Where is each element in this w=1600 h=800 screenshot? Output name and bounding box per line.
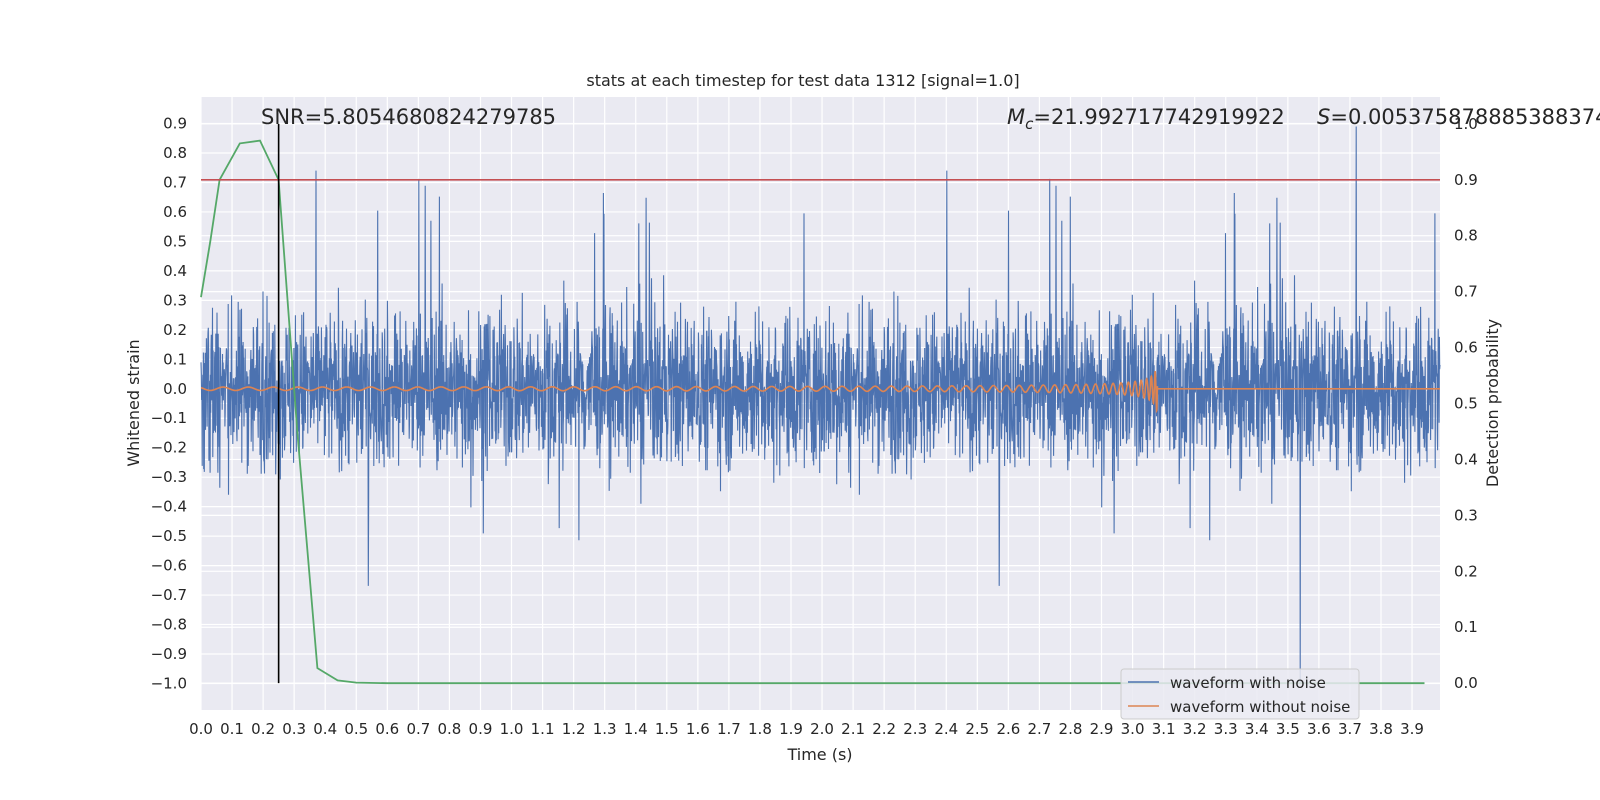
x-tick-label: 2.4 [934, 720, 958, 738]
x-tick-label: 2.6 [996, 720, 1020, 738]
y-tick-label: 0.8 [163, 144, 187, 162]
chirp-waveform-line [200, 370, 1440, 414]
y2-tick-label: 0.0 [1454, 674, 1478, 692]
x-tick-label: 0.7 [406, 720, 430, 738]
y-tick-label: −0.7 [151, 586, 187, 604]
y-axis-ticks: 0.9 0.8 0.7 0.6 0.5 0.4 0.3 0.2 0.1 0.0 −0.1 −0.2 −0… [151, 115, 187, 693]
y-tick-label: 0.5 [163, 232, 187, 250]
x-tick-label: 0.4 [313, 720, 337, 738]
y-tick-label: 0.3 [163, 291, 187, 309]
y-tick-label: 0.6 [163, 203, 187, 221]
y2-tick-label: 0.1 [1454, 618, 1478, 636]
x-tick-label: 0.5 [344, 720, 368, 738]
series-waveform-without-noise [200, 370, 1440, 414]
y2-tick-label: 0.2 [1454, 562, 1478, 580]
x-axis-label: Time (s) [786, 745, 852, 764]
x-tick-label: 2.7 [1027, 720, 1051, 738]
x-tick-label: 2.0 [810, 720, 834, 738]
y2-layer [200, 123, 1440, 685]
y2-axis-ticks: 1.0 0.9 0.8 0.7 0.6 0.5 0.4 0.3 0.2 0.1 0.0 [1454, 115, 1478, 692]
x-tick-label: 0.0 [189, 720, 213, 738]
y2-tick-label: 0.8 [1454, 227, 1478, 245]
legend-label-waveform-with-noise: waveform with noise [1170, 674, 1326, 692]
x-tick-label: 1.9 [779, 720, 803, 738]
y-tick-label: −0.9 [151, 645, 187, 663]
x-tick-label: 3.8 [1369, 720, 1393, 738]
snr-annotation: SNR=5.8054680824279785 [261, 105, 556, 129]
x-tick-label: 3.3 [1214, 720, 1238, 738]
x-axis-ticks: 0.0 0.1 0.2 0.3 0.4 0.5 0.6 0.7 0.8 0.9 1.0 1.1 1.2 1… [189, 720, 1424, 738]
y2-tick-label: 1.0 [1454, 115, 1478, 133]
series-waveform-with-noise [200, 126, 1441, 684]
y-tick-label: 0.2 [163, 321, 187, 339]
legend-box [1120, 668, 1360, 720]
x-tick-label: 1.2 [562, 720, 586, 738]
detection-probability-line [200, 139, 1425, 685]
x-tick-label: 3.4 [1245, 720, 1269, 738]
chart-title: stats at each timestep for test data 131… [586, 71, 1019, 90]
x-tick-label: 1.1 [531, 720, 555, 738]
y2-axis-label: Detection probability [1483, 319, 1502, 487]
s-value: =0.005375878885388374 [1330, 105, 1600, 129]
x-tick-label: 3.7 [1338, 720, 1362, 738]
x-tick-label: 3.2 [1183, 720, 1207, 738]
x-tick-label: 0.9 [469, 720, 493, 738]
legend-label-waveform-without-noise: waveform without noise [1170, 698, 1350, 716]
chirp-mass-symbol: M [1007, 105, 1025, 129]
y-tick-label: −0.5 [151, 527, 187, 545]
x-tick-label: 1.5 [655, 720, 679, 738]
x-tick-label: 0.6 [375, 720, 399, 738]
x-tick-label: 3.6 [1307, 720, 1331, 738]
x-tick-label: 2.3 [903, 720, 927, 738]
y-axis-label: Whitened strain [124, 339, 143, 466]
x-tick-label: 2.2 [872, 720, 896, 738]
y-tick-label: 0.7 [163, 173, 187, 191]
y2-tick-label: 0.7 [1454, 283, 1478, 301]
y-tick-label: −1.0 [151, 674, 187, 692]
x-tick-label: 1.4 [624, 720, 648, 738]
x-tick-label: 1.7 [717, 720, 741, 738]
y-tick-label: −0.1 [151, 409, 187, 427]
y2-tick-label: 0.4 [1454, 450, 1478, 468]
y-tick-label: 0.1 [163, 350, 187, 368]
x-tick-label: 1.0 [500, 720, 524, 738]
x-tick-label: 0.8 [437, 720, 461, 738]
x-tick-label: 0.3 [282, 720, 306, 738]
y2-tick-label: 0.6 [1454, 339, 1478, 357]
x-tick-label: 3.5 [1276, 720, 1300, 738]
x-tick-label: 2.5 [965, 720, 989, 738]
y-tick-label: −0.2 [151, 439, 187, 457]
chirp-mass-annotation: Mc=21.992717742919922 [1007, 105, 1285, 133]
y2-tick-label: 0.9 [1454, 171, 1478, 189]
y-tick-label: −0.8 [151, 616, 187, 634]
x-tick-label: 0.1 [220, 720, 244, 738]
x-tick-label: 1.3 [593, 720, 617, 738]
y-tick-label: −0.6 [151, 557, 187, 575]
y-tick-label: −0.4 [151, 498, 187, 516]
chirp-mass-value: =21.992717742919922 [1033, 105, 1284, 129]
x-tick-label: 2.8 [1059, 720, 1083, 738]
legend: waveform with noise waveform without noi… [1120, 668, 1360, 720]
x-tick-label: 1.8 [748, 720, 772, 738]
y2-tick-label: 0.3 [1454, 506, 1478, 524]
x-tick-label: 3.9 [1400, 720, 1424, 738]
y-tick-label: 0.9 [163, 115, 187, 133]
y2-tick-label: 0.5 [1454, 395, 1478, 413]
x-tick-label: 3.0 [1121, 720, 1145, 738]
noise-waveform-line [200, 126, 1441, 684]
chirp-mass-subscript: c [1025, 115, 1034, 133]
x-tick-label: 0.2 [251, 720, 275, 738]
y-tick-label: 0.0 [163, 380, 187, 398]
x-tick-label: 1.6 [686, 720, 710, 738]
y-tick-label: 0.4 [163, 262, 187, 280]
x-tick-label: 2.1 [841, 720, 865, 738]
x-tick-label: 3.1 [1152, 720, 1176, 738]
s-annotation: S=0.005375878885388374 [1317, 105, 1600, 129]
x-tick-label: 2.9 [1090, 720, 1114, 738]
s-symbol: S [1317, 105, 1330, 129]
y-tick-label: −0.3 [151, 468, 187, 486]
